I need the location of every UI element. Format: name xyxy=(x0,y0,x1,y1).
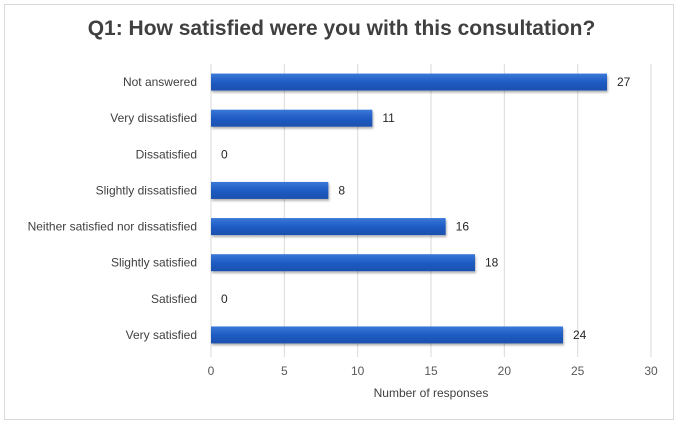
category-label: Neither satisfied nor dissatisfied xyxy=(28,220,197,234)
x-tick-label: 15 xyxy=(424,364,438,378)
x-tick-label: 30 xyxy=(644,364,658,378)
category-label: Slightly satisfied xyxy=(111,256,197,270)
bar xyxy=(211,109,373,127)
bar xyxy=(211,254,475,272)
labels: 0 5 10 15 20 25 30 Not answered 27 Very dissatisf… xyxy=(28,75,658,378)
data-label: 24 xyxy=(573,328,587,342)
category-label: Dissatisfied xyxy=(136,147,197,161)
data-label: 11 xyxy=(382,111,395,125)
bar xyxy=(211,73,607,91)
bars xyxy=(211,73,607,344)
x-tick-label: 10 xyxy=(351,364,365,378)
category-label: Satisfied xyxy=(151,292,197,306)
data-label: 0 xyxy=(221,147,228,161)
chart-frame xyxy=(4,4,674,420)
data-label: 0 xyxy=(221,292,228,306)
data-label: 16 xyxy=(456,220,470,234)
data-label: 27 xyxy=(617,75,631,89)
x-tick-label: 20 xyxy=(498,364,512,378)
bar xyxy=(211,218,446,236)
chart-title: Q1: How satisfied were you with this con… xyxy=(87,17,596,40)
data-label: 18 xyxy=(485,256,499,270)
category-label: Not answered xyxy=(123,75,197,89)
category-label: Very satisfied xyxy=(126,328,197,342)
data-label: 8 xyxy=(338,183,345,197)
x-tick-label: 5 xyxy=(281,364,288,378)
x-axis-title: Number of responses xyxy=(374,386,489,400)
category-label: Very dissatisfied xyxy=(110,111,197,125)
category-label: Slightly dissatisfied xyxy=(96,183,197,197)
x-tick-label: 0 xyxy=(208,364,215,378)
x-tick-label: 25 xyxy=(571,364,585,378)
bar xyxy=(211,326,563,344)
bar xyxy=(211,181,329,199)
gridlines xyxy=(210,64,652,357)
